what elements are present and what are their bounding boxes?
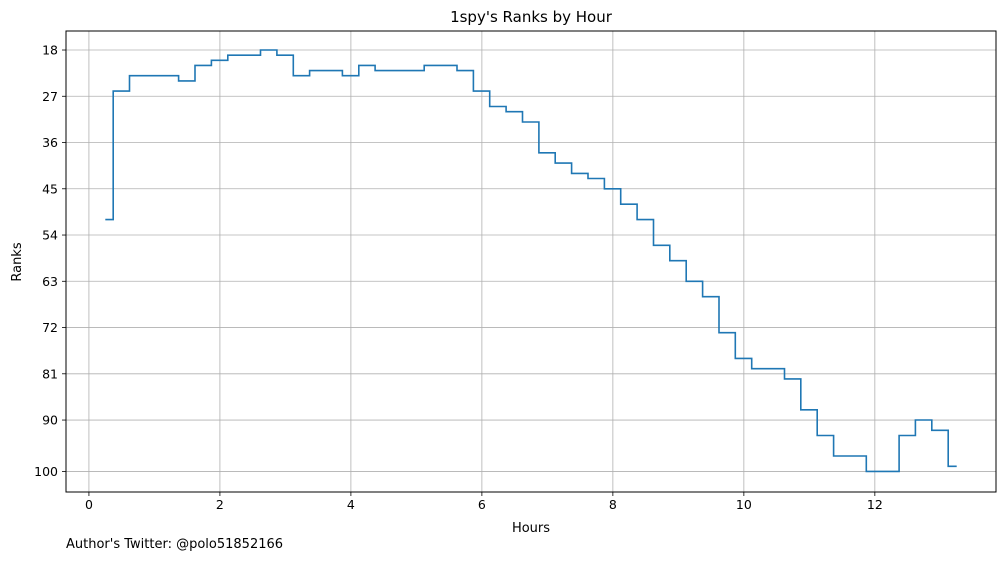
y-tick-label: 54: [42, 228, 58, 243]
chart-title: 1spy's Ranks by Hour: [450, 8, 613, 26]
x-tick-label: 0: [85, 497, 93, 512]
grid-lines: [66, 31, 996, 492]
series-line-group: [105, 49, 957, 473]
rank-series-line: [105, 49, 957, 473]
axis-ticks: 0 2 4 6 8 10 12 18 27 36 45 54 63 72 81 90 100: [34, 43, 883, 512]
x-tick-label: 10: [736, 497, 752, 512]
x-axis-title: Hours: [512, 521, 550, 536]
y-tick-label: 18: [42, 43, 58, 58]
x-tick-label: 8: [609, 497, 617, 512]
y-tick-label: 72: [42, 320, 58, 335]
y-tick-label: 36: [42, 135, 58, 150]
plot-frame: [65, 30, 997, 493]
y-tick-label: 63: [42, 274, 58, 289]
x-tick-label: 6: [478, 497, 486, 512]
y-tick-label: 81: [42, 366, 58, 381]
author-twitter-note: Author's Twitter: @polo51852166: [66, 537, 284, 552]
y-tick-label: 45: [42, 181, 58, 196]
y-axis-title: Ranks: [10, 242, 25, 281]
x-tick-label: 2: [216, 497, 224, 512]
y-tick-label: 100: [34, 464, 58, 479]
x-tick-label: 12: [867, 497, 883, 512]
x-tick-label: 4: [347, 497, 355, 512]
y-tick-label: 90: [42, 413, 58, 428]
y-tick-label: 27: [42, 89, 58, 104]
